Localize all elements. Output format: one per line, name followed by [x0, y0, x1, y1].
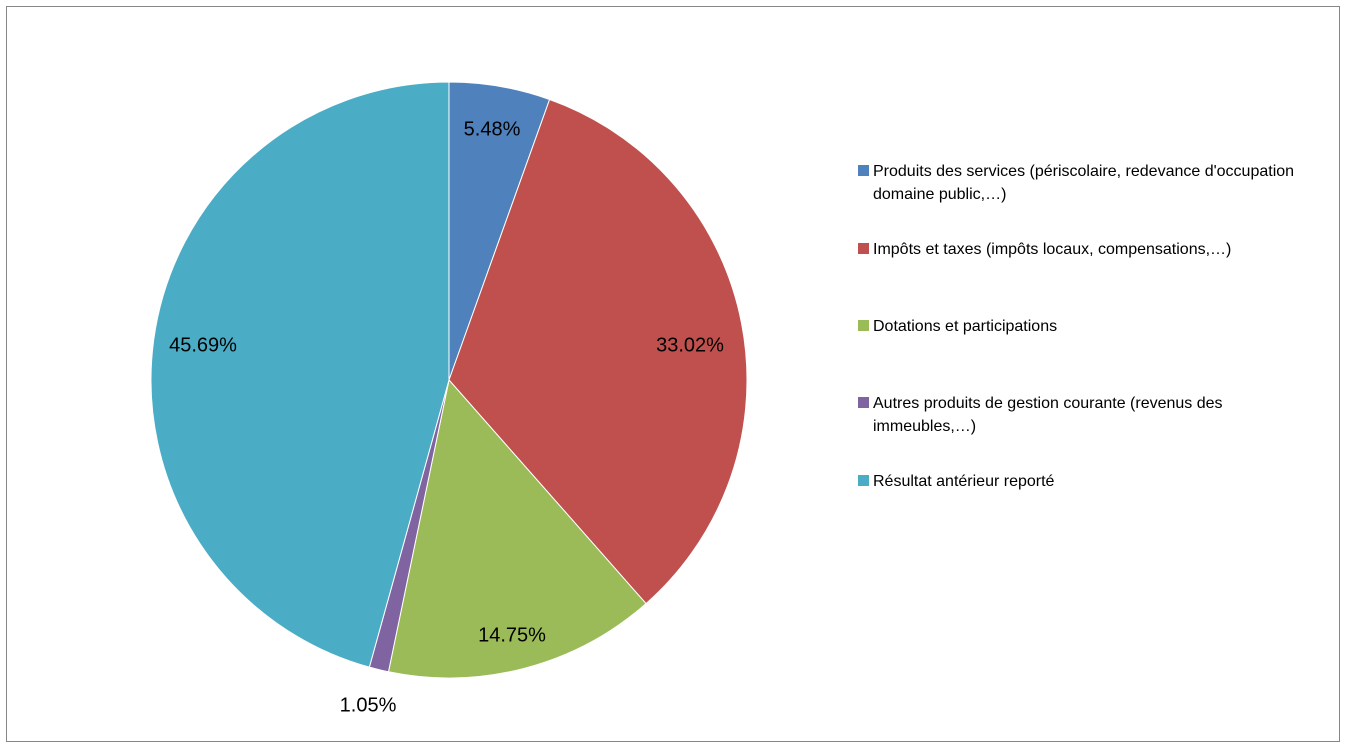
legend-swatch [858, 243, 869, 254]
data-label: 1.05% [340, 694, 397, 716]
legend-label: Produits des services (périscolaire, red… [873, 160, 1318, 206]
legend-item-impots-taxes: Impôts et taxes (impôts locaux, compensa… [858, 238, 1318, 261]
legend-label: Impôts et taxes (impôts locaux, compensa… [873, 238, 1231, 261]
data-label: 14.75% [478, 624, 546, 646]
data-label: 5.48% [464, 118, 521, 140]
legend-item-produits-services: Produits des services (périscolaire, red… [858, 160, 1318, 206]
data-label: 45.69% [169, 334, 237, 356]
legend-item-resultat-reporte: Résultat antérieur reporté [858, 470, 1318, 493]
legend-swatch [858, 320, 869, 331]
legend-swatch [858, 165, 869, 176]
legend-label: Résultat antérieur reporté [873, 470, 1054, 493]
legend-label: Dotations et participations [873, 315, 1057, 338]
legend-swatch [858, 475, 869, 486]
legend-item-dotations: Dotations et participations [858, 315, 1318, 338]
data-label: 33.02% [656, 334, 724, 356]
legend-item-autres-produits: Autres produits de gestion courante (rev… [858, 392, 1318, 438]
legend-swatch [858, 397, 869, 408]
legend-label: Autres produits de gestion courante (rev… [873, 392, 1318, 438]
